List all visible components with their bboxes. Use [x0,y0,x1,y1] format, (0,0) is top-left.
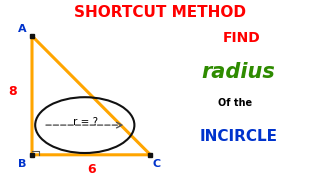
Text: INCIRCLE: INCIRCLE [199,129,277,144]
Text: C: C [153,159,161,169]
Text: 6: 6 [87,163,95,176]
Text: r = ?: r = ? [73,117,98,127]
Text: Of the: Of the [218,98,252,108]
Text: B: B [18,159,27,169]
Text: A: A [18,24,27,34]
Text: FIND: FIND [223,31,260,45]
Text: SHORTCUT METHOD: SHORTCUT METHOD [74,5,246,20]
Text: 8: 8 [9,85,17,98]
Text: radius: radius [202,62,275,82]
